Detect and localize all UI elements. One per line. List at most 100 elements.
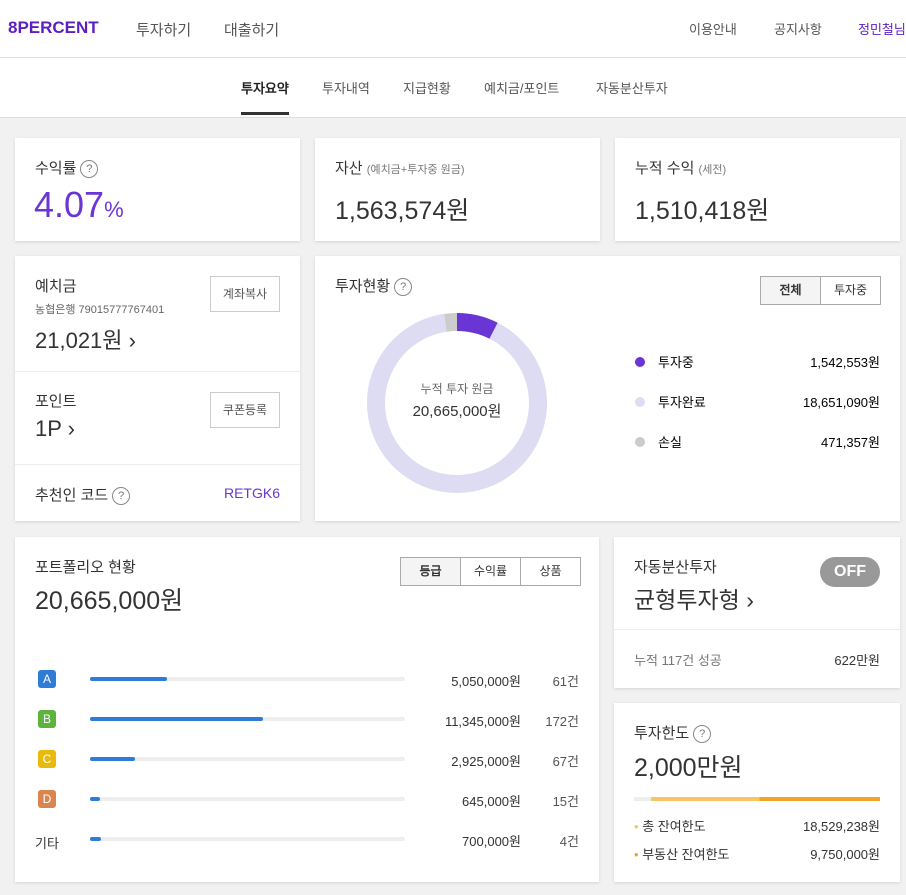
card: 포트폴리오 현황 20,665,000원 등급 수익률 상품 (15, 537, 599, 882)
bar (90, 837, 101, 841)
limit-row: • 총 잔여한도 (634, 819, 706, 834)
limit-row: • 부동산 잔여한도 (634, 847, 730, 862)
label-text: 수익률 (35, 160, 77, 177)
value: 20,665,000원 (35, 587, 184, 615)
legend-value: 18,651,090원 (803, 395, 880, 410)
label-text: 투자한도 (634, 725, 690, 742)
card: 누적 수익 (세전) 1,510,418원 (615, 138, 900, 241)
auto-link[interactable]: 균형투자형 › (634, 587, 754, 613)
toggle: 등급 수익률 상품 (400, 557, 581, 586)
deposit-link[interactable]: 21,021원 › (35, 328, 136, 353)
label: 포인트 (35, 393, 77, 410)
bar (90, 797, 100, 801)
count: 61건 (552, 674, 579, 689)
tab[interactable]: 지급현황 (403, 81, 451, 96)
value: 1,563,574원 (335, 197, 470, 225)
legend-dot (635, 437, 645, 447)
tab[interactable]: 투자요약 (241, 78, 289, 115)
account: 농협은행 79015777767401 (35, 304, 165, 316)
center-label: 누적 투자 원금 (421, 382, 494, 396)
label: 자동분산투자 (634, 559, 717, 576)
grade-badge: C (38, 750, 56, 768)
center-value: 20,665,000원 (413, 403, 502, 420)
note: (세전) (698, 164, 727, 176)
summary: 누적 117건 성공 (634, 653, 722, 668)
toggle-option[interactable]: 투자중 (820, 277, 880, 304)
value: 1P (35, 416, 62, 441)
card: 수익률? 4.07% (15, 138, 300, 241)
button[interactable]: 계좌복사 (210, 276, 280, 312)
help-icon[interactable]: ? (80, 160, 99, 179)
toggle-option[interactable]: 전체 (761, 277, 820, 304)
toggle-option[interactable]: 수익률 (460, 558, 520, 585)
value: 21,021원 (35, 328, 123, 353)
card: 예치금 농협은행 79015777767401 21,021원 › 계좌복사 포… (15, 256, 300, 521)
label: 수익률? (35, 157, 99, 179)
tab[interactable]: 예치금/포인트 (484, 81, 560, 96)
bar (90, 757, 135, 761)
bar (90, 717, 263, 721)
bar-track (90, 797, 405, 801)
limit-bar (634, 797, 880, 801)
yield: 4.07% (34, 184, 124, 226)
grade-badge: A (38, 670, 56, 688)
header (0, 0, 906, 58)
amount: 700,000원 (462, 834, 521, 849)
point-link[interactable]: 1P › (35, 416, 75, 441)
limit-name: 총 잔여한도 (642, 819, 706, 834)
legend-value: 1,542,553원 (810, 355, 880, 370)
value: 균형투자형 (634, 587, 740, 613)
toggle-option[interactable]: 상품 (520, 558, 580, 585)
amount: 5,050,000원 (451, 674, 521, 689)
divider (15, 371, 300, 372)
nav-link[interactable]: 대출하기 (224, 22, 280, 39)
switch[interactable]: OFF (820, 557, 880, 587)
tab[interactable]: 자동분산투자 (596, 81, 668, 96)
divider (15, 464, 300, 465)
grade-badge: D (38, 790, 56, 808)
donut-segment (456, 313, 498, 339)
user-link[interactable]: 정민철님 (858, 22, 906, 37)
toggle-option[interactable]: 등급 (401, 558, 460, 585)
button[interactable]: 쿠폰등록 (210, 392, 280, 428)
nav-link[interactable]: 공지사항 (774, 22, 822, 37)
grade-label: 기타 (35, 836, 59, 851)
help-icon[interactable]: ? (112, 487, 131, 506)
amount: 622만원 (834, 653, 880, 668)
legend-dot (635, 357, 645, 367)
help-icon[interactable]: ? (693, 725, 712, 744)
amount: 11,345,000원 (444, 714, 521, 729)
count: 15건 (552, 794, 579, 809)
label-text: 자산 (335, 160, 363, 177)
limit-value: 18,529,238원 (802, 819, 880, 834)
tab[interactable]: 투자내역 (322, 81, 370, 96)
nav-link[interactable]: 이용안내 (689, 22, 737, 37)
label: 포트폴리오 현황 (35, 559, 136, 576)
label: 투자현황? (335, 275, 413, 297)
card: 투자한도? 2,000만원 • 총 잔여한도 18,529,238원 • 부동산… (614, 703, 900, 882)
bar-track (90, 677, 405, 681)
bar-track (90, 757, 405, 761)
donut-segment (367, 313, 547, 493)
note: (예치금+투자중 원금) (366, 164, 465, 176)
subnav (0, 58, 906, 118)
label: 추천인 코드? (35, 484, 131, 506)
help-icon[interactable]: ? (394, 278, 413, 297)
value: 1,510,418원 (635, 197, 770, 225)
limit-name: 부동산 잔여한도 (642, 847, 730, 862)
amount: 645,000원 (462, 794, 521, 809)
label: 자산 (예치금+투자중 원금) (335, 157, 465, 178)
label-text: 누적 수익 (635, 160, 695, 177)
toggle: 전체 투자중 (760, 276, 881, 305)
label: 투자한도? (634, 722, 712, 744)
divider (614, 629, 900, 630)
count: 172건 (545, 714, 579, 729)
grade-badge: B (38, 710, 56, 728)
nav-link[interactable]: 투자하기 (136, 22, 192, 39)
code: RETGK6 (223, 485, 280, 501)
logo[interactable]: 8PERCENT (8, 18, 99, 37)
legend-dot (635, 397, 645, 407)
